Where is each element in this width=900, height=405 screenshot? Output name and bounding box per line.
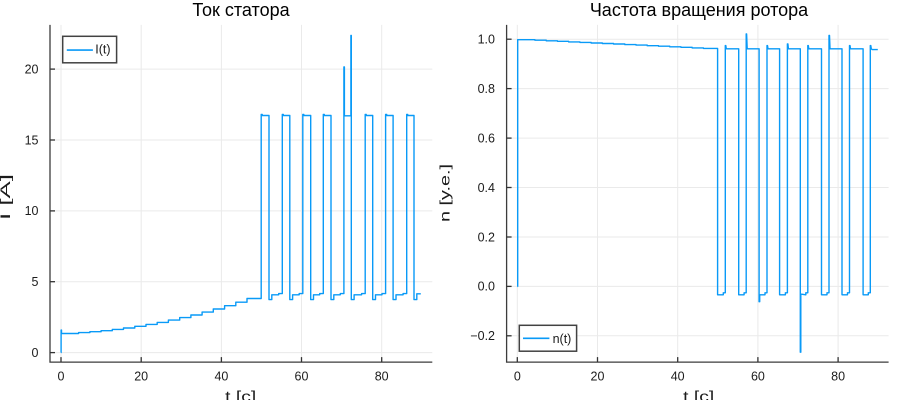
svg-text:0.2: 0.2 bbox=[478, 230, 495, 244]
svg-text:t [c]: t [c] bbox=[225, 390, 256, 401]
svg-text:0: 0 bbox=[32, 346, 39, 360]
svg-text:I(t): I(t) bbox=[95, 43, 110, 57]
svg-text:60: 60 bbox=[295, 370, 309, 384]
svg-text:80: 80 bbox=[375, 370, 389, 384]
svg-text:40: 40 bbox=[671, 370, 685, 384]
svg-text:t [c]: t [c] bbox=[683, 390, 714, 401]
svg-text:5: 5 bbox=[32, 275, 39, 289]
svg-text:40: 40 bbox=[214, 370, 228, 384]
svg-text:Частота вращения ротора: Частота вращения ротора bbox=[590, 0, 809, 20]
svg-text:60: 60 bbox=[751, 370, 765, 384]
svg-text:80: 80 bbox=[831, 370, 845, 384]
svg-text:n(t): n(t) bbox=[553, 332, 572, 346]
svg-text:n [y.e.]: n [y.e.] bbox=[438, 164, 453, 222]
svg-text:0: 0 bbox=[58, 370, 65, 384]
svg-text:20: 20 bbox=[591, 370, 605, 384]
svg-text:0.4: 0.4 bbox=[478, 181, 495, 195]
svg-text:I [A]: I [A] bbox=[0, 174, 13, 220]
svg-text:0.6: 0.6 bbox=[478, 131, 495, 145]
svg-text:0.8: 0.8 bbox=[478, 82, 495, 96]
svg-text:−0.2: −0.2 bbox=[470, 329, 495, 343]
svg-text:20: 20 bbox=[134, 370, 148, 384]
svg-text:15: 15 bbox=[25, 133, 39, 147]
svg-text:20: 20 bbox=[25, 62, 39, 76]
svg-text:Ток статора: Ток статора bbox=[192, 0, 290, 20]
svg-text:0: 0 bbox=[514, 370, 521, 384]
svg-text:0.0: 0.0 bbox=[478, 280, 495, 294]
svg-text:1.0: 1.0 bbox=[478, 33, 495, 47]
svg-text:10: 10 bbox=[25, 204, 39, 218]
